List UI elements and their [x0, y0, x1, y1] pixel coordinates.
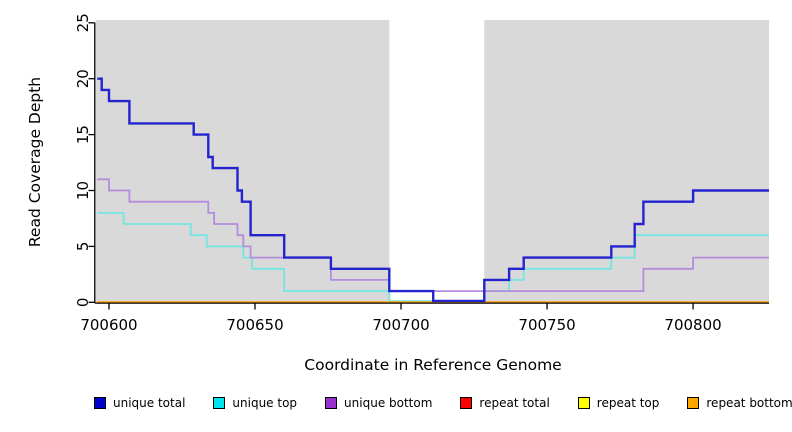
uncovered-gap-band [389, 20, 485, 303]
y-tick-label: 15 [74, 125, 92, 144]
axes-layer: 0 5 10 15 20 25 700600 700650 700700 700750 700800 [74, 13, 769, 334]
legend-label-unique-total: unique total [113, 396, 186, 410]
legend-label-unique-top: unique top [232, 396, 298, 410]
legend-label-repeat-top: repeat top [596, 396, 660, 410]
x-tick-label: 700750 [518, 316, 575, 334]
series-line-unique-total [97, 77, 769, 303]
legend-item-unique-bottom: unique bottom [325, 396, 432, 410]
legend-label-repeat-total: repeat total [479, 396, 550, 410]
x-tick-label: 700700 [372, 316, 429, 334]
series-line-unique-top [97, 212, 769, 303]
series-line-unique-bottom [97, 178, 769, 292]
legend-swatch-repeat-total [460, 397, 473, 409]
x-tick-label: 700800 [664, 316, 721, 334]
legend-item-repeat-total: repeat total [460, 396, 550, 410]
legend-swatch-repeat-top [577, 397, 590, 409]
y-tick-label: 5 [74, 242, 92, 252]
legend-swatch-unique-total [94, 397, 106, 409]
legend-swatch-unique-bottom [325, 397, 338, 409]
legend-label-unique-bottom: unique bottom [344, 396, 433, 410]
x-tick-label: 700650 [226, 316, 283, 334]
y-tick-label: 20 [74, 69, 92, 88]
y-tick-label: 10 [74, 181, 92, 200]
y-tick-label: 0 [74, 298, 92, 308]
legend-swatch-repeat-bottom [687, 397, 700, 409]
legend-item-unique-top: unique top [213, 396, 297, 410]
legend-item-repeat-bottom: repeat bottom [687, 396, 792, 410]
legend-label-repeat-bottom: repeat bottom [706, 396, 792, 410]
y-axis-title: Read Coverage Depth [26, 77, 44, 247]
plot-background [95, 20, 770, 303]
chart-legend: unique total unique top unique bottom repea… [94, 396, 792, 410]
series-layer [97, 77, 769, 304]
x-tick-label: 700600 [80, 316, 137, 334]
legend-swatch-unique-top [213, 397, 226, 409]
legend-item-repeat-top: repeat top [577, 396, 660, 410]
y-tick-label: 25 [74, 13, 92, 32]
x-axis-title: Coordinate in Reference Genome [304, 356, 561, 374]
legend-item-unique-total: unique total [94, 396, 185, 410]
